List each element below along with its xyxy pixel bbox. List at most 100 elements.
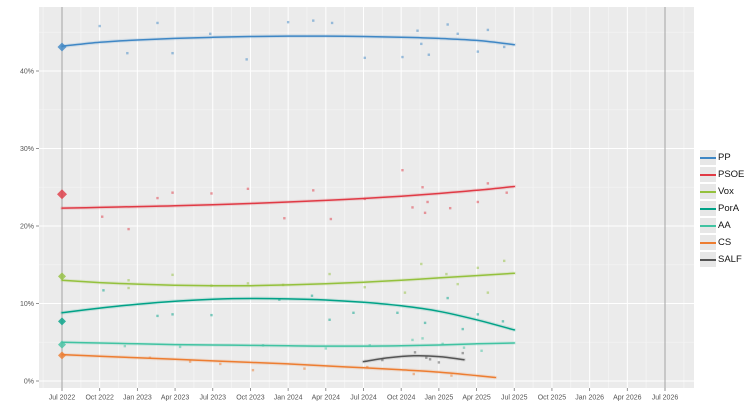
poll-point-PorA	[352, 311, 355, 314]
x-tick-label: Oct 2025	[538, 395, 567, 402]
poll-point-SALF	[381, 358, 384, 362]
x-tick-label: Jul 2026	[652, 395, 679, 402]
poll-point-AA	[480, 349, 483, 352]
poll-point-PP	[401, 55, 404, 59]
legend-label-PSOE: PSOE	[718, 169, 745, 180]
poll-point-PorA	[446, 296, 449, 300]
trend-line-CS	[61, 353, 497, 379]
poll-point-Vox	[445, 272, 448, 276]
legend-label-SALF: SALF	[718, 254, 742, 265]
legend-swatch-line-PP	[700, 156, 716, 159]
poll-point-Vox	[127, 286, 130, 290]
y-tick-label: 0%	[24, 379, 34, 386]
poll-point-PP	[446, 23, 449, 26]
trend-line-AA	[61, 341, 516, 347]
poll-point-Vox	[420, 262, 423, 266]
poll-point-PSOE	[171, 191, 174, 194]
legend-swatch-line-PorA	[700, 207, 716, 210]
legend-label-Vox: Vox	[718, 186, 734, 197]
x-axis: Jul 2022 Oct 2022 Jan 2023 Apr 2023 Jul 2023…	[49, 388, 679, 402]
election-marker-AA	[58, 340, 66, 349]
legend-label-PP: PP	[718, 152, 731, 163]
x-tick-label: Jul 2025	[501, 395, 528, 402]
legend-item-SALF: SALF	[700, 251, 744, 268]
poll-point-PSOE	[505, 191, 508, 194]
legend-key-Vox	[700, 184, 716, 199]
legend-swatch-line-SALF	[700, 258, 716, 261]
x-tick-label: Oct 2024	[387, 395, 416, 402]
x-tick-label: Apr 2026	[613, 395, 642, 402]
poll-point-Vox	[171, 273, 174, 277]
poll-point-PP	[156, 21, 159, 25]
legend-swatch-line-CS	[700, 241, 716, 244]
poll-point-Vox	[476, 266, 480, 270]
y-axis: 0% 10% 20% 30% 40%	[20, 69, 39, 386]
poll-point-PSOE	[210, 192, 213, 195]
poll-point-PSOE	[411, 206, 414, 209]
poll-point-PP	[363, 56, 366, 60]
legend-key-CS	[700, 235, 716, 250]
poll-point-PorA	[210, 313, 213, 317]
legend-key-PSOE	[700, 167, 716, 182]
poll-point-PSOE	[426, 200, 429, 204]
legend-item-PP: PP	[700, 149, 744, 166]
trend-line-Vox	[61, 272, 516, 287]
poll-point-PorA	[171, 313, 174, 316]
poll-point-SALF	[428, 358, 432, 361]
poll-point-PP	[209, 32, 212, 35]
poll-point-PP	[98, 24, 101, 28]
y-tick-label: 30%	[20, 146, 34, 153]
poll-point-PorA	[423, 321, 427, 325]
poll-point-PSOE	[423, 211, 427, 215]
poll-point-Vox	[363, 286, 366, 289]
y-tick-label: 20%	[20, 224, 34, 231]
poll-point-PSOE	[127, 227, 130, 231]
poll-point-PorA	[476, 313, 480, 316]
legend-item-Vox: Vox	[700, 183, 744, 200]
poll-point-AA	[324, 347, 328, 350]
legend-swatch-line-AA	[700, 224, 716, 227]
poll-point-PSOE	[421, 186, 424, 189]
y-tick-label: 10%	[20, 301, 34, 308]
poll-point-AA	[421, 337, 424, 340]
legend-key-PorA	[700, 201, 716, 216]
poll-point-Vox	[328, 272, 331, 276]
x-tick-label: Jan 2024	[274, 395, 303, 402]
x-tick-label: Jan 2025	[424, 395, 453, 402]
x-tick-label: Apr 2024	[312, 395, 341, 402]
legend-item-PSOE: PSOE	[700, 166, 744, 183]
poll-point-PP	[476, 50, 480, 53]
poll-point-PSOE	[401, 169, 404, 172]
x-tick-label: Jul 2022	[49, 395, 76, 402]
poll-point-PSOE	[312, 189, 315, 192]
x-tick-label: Jan 2023	[123, 395, 152, 402]
poll-point-PSOE	[156, 196, 159, 200]
legend-swatch-line-Vox	[700, 190, 716, 193]
legend-label-CS: CS	[718, 237, 732, 248]
legend-item-PorA: PorA	[700, 200, 744, 217]
poll-point-PP	[312, 19, 315, 22]
poll-point-PP	[245, 58, 248, 61]
poll-point-Vox	[127, 279, 130, 282]
trend-line-PSOE	[61, 185, 516, 209]
poll-point-AA	[123, 344, 127, 348]
poll-point-Vox	[403, 291, 407, 294]
poll-point-Vox	[246, 282, 250, 285]
x-tick-label: Jul 2023	[200, 395, 227, 402]
x-tick-label: Oct 2023	[236, 395, 265, 402]
poll-point-PSOE	[476, 200, 480, 204]
poll-point-Vox	[486, 291, 490, 294]
poll-point-SALF	[461, 351, 464, 355]
poll-point-PP	[486, 28, 490, 32]
poll-point-SALF	[413, 351, 417, 354]
poll-point-PSOE	[283, 217, 286, 220]
poll-point-PSOE	[329, 217, 333, 221]
election-marker-Vox	[58, 272, 66, 281]
poll-point-PorA	[102, 289, 105, 292]
poll-point-AA	[441, 342, 444, 345]
trend-line-PP	[61, 35, 516, 47]
legend-key-SALF	[700, 252, 716, 267]
poll-point-CS	[366, 365, 369, 369]
poll-point-PSOE	[486, 182, 490, 185]
